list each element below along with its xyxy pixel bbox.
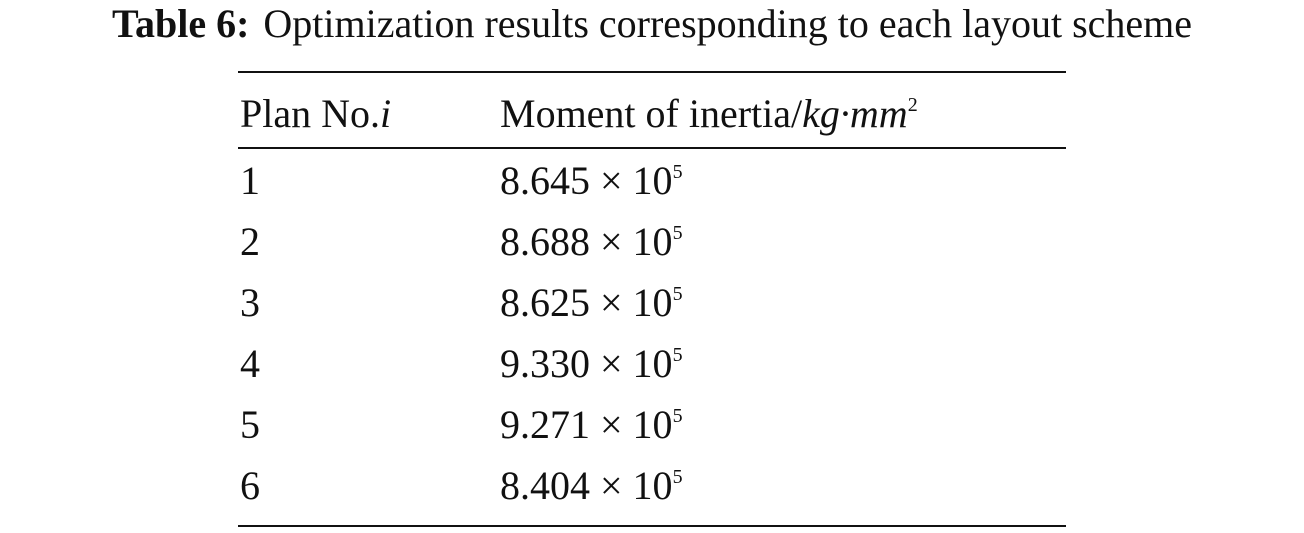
moment-exponent: 5 xyxy=(672,344,683,366)
header-cell: Moment of inertia/kg·mm2 xyxy=(500,94,918,134)
moment-exponent: 5 xyxy=(672,222,683,244)
plan-cell: 5 xyxy=(240,402,260,447)
plan-cell: 4 xyxy=(240,341,260,386)
top-rule xyxy=(238,71,1066,73)
plan-cell: 3 xyxy=(240,280,260,325)
table-caption: Table 6: Optimization results correspondi… xyxy=(0,4,1304,44)
moment-cell: 8.645 × 105 xyxy=(500,161,683,201)
header-text: Plan No. xyxy=(240,91,380,136)
moment-cell: 8.688 × 105 xyxy=(500,222,683,262)
moment-value: 9.330 × 10 xyxy=(500,341,673,386)
header-italic: kg·mm xyxy=(802,91,908,136)
moment-exponent: 5 xyxy=(672,405,683,427)
plan-cell: 1 xyxy=(240,158,260,203)
moment-exponent: 5 xyxy=(672,283,683,305)
moment-value: 8.688 × 10 xyxy=(500,219,673,264)
header-text: Moment of inertia/ xyxy=(500,91,803,136)
moment-value: 8.625 × 10 xyxy=(500,280,673,325)
plan-cell: 2 xyxy=(240,219,260,264)
moment-exponent: 5 xyxy=(672,466,683,488)
moment-cell: 9.271 × 105 xyxy=(500,405,683,445)
moment-cell: 9.330 × 105 xyxy=(500,344,683,384)
header-cell: Plan No.i xyxy=(240,94,391,134)
bottom-rule xyxy=(238,525,1066,527)
moment-cell: 8.625 × 105 xyxy=(500,283,683,323)
moment-value: 8.404 × 10 xyxy=(500,463,673,508)
moment-cell: 8.404 × 105 xyxy=(500,466,683,506)
caption-text: Optimization results corresponding to ea… xyxy=(263,1,1193,46)
moment-value: 9.271 × 10 xyxy=(500,402,673,447)
moment-value: 8.645 × 10 xyxy=(500,158,673,203)
header-rule xyxy=(238,147,1066,149)
moment-exponent: 5 xyxy=(672,161,683,183)
caption-label: Table 6: xyxy=(111,1,250,46)
plan-cell: 6 xyxy=(240,463,260,508)
header-superscript: 2 xyxy=(907,94,918,116)
header-italic: i xyxy=(380,91,392,136)
